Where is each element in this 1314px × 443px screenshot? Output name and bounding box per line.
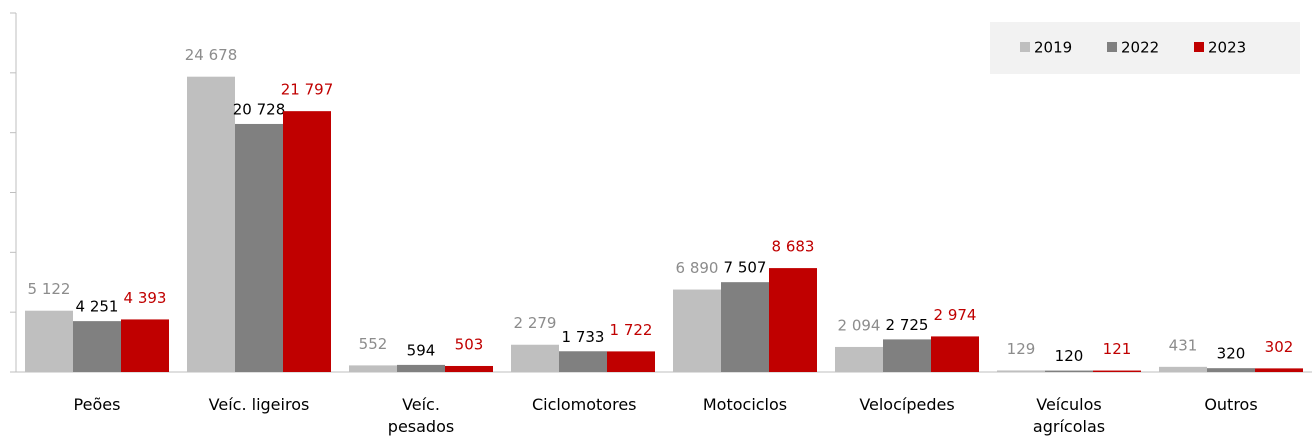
legend-swatch: [1194, 42, 1204, 52]
value-label: 552: [359, 335, 388, 353]
value-label: 2 725: [886, 316, 929, 334]
value-label: 24 678: [185, 46, 238, 64]
legend-label: 2022: [1121, 39, 1159, 57]
value-label: 121: [1103, 340, 1132, 358]
bar: [931, 336, 979, 372]
value-label: 8 683: [772, 238, 815, 256]
value-label: 1 722: [610, 321, 653, 339]
legend-label: 2019: [1034, 39, 1072, 57]
bar: [883, 339, 931, 372]
x-tick-label: Veículos agrícolas: [1032, 395, 1106, 436]
value-label: 20 728: [233, 100, 286, 118]
bar: [1045, 370, 1093, 372]
x-tick-label-box: Ciclomotores: [532, 395, 637, 414]
x-tick-label: Peões: [73, 395, 121, 414]
value-label: 5 122: [28, 280, 71, 298]
value-label: 4 393: [124, 289, 167, 307]
x-tick-label: Ciclomotores: [532, 395, 637, 414]
x-tick-label: Velocípedes: [859, 395, 955, 414]
value-label: 594: [407, 341, 436, 359]
value-label: 2 094: [838, 316, 881, 334]
bar: [997, 370, 1045, 372]
legend-swatch: [1020, 42, 1030, 52]
value-label: 320: [1217, 345, 1246, 363]
x-tick-label-box: Veículos agrícolas: [1032, 395, 1106, 436]
bar: [1159, 366, 1207, 372]
x-tick-label-box: Peões: [73, 395, 121, 414]
x-tick-label-box: Velocípedes: [859, 395, 955, 414]
bar: [73, 321, 121, 372]
bar: [283, 111, 331, 372]
x-tick-label: Veíc. ligeiros: [208, 395, 310, 414]
bar: [607, 351, 655, 372]
bar: [397, 364, 445, 372]
bar: [25, 310, 73, 372]
bar: [769, 268, 817, 372]
bar: [1207, 368, 1255, 372]
value-label: 431: [1169, 336, 1198, 354]
bar: [445, 365, 493, 372]
value-label: 7 507: [724, 259, 767, 277]
bar: [835, 346, 883, 372]
value-label: 4 251: [76, 298, 119, 316]
value-label: 302: [1265, 338, 1294, 356]
bar: [349, 365, 397, 372]
bar: [1093, 370, 1141, 372]
bar: [673, 289, 721, 372]
x-tick-label: Veíc. pesados: [387, 395, 455, 436]
value-label: 6 890: [676, 259, 719, 277]
legend-label: 2023: [1208, 39, 1246, 57]
bar: [187, 76, 235, 373]
value-label: 21 797: [281, 81, 334, 99]
bar: [511, 344, 559, 372]
bar: [235, 123, 283, 373]
value-label: 503: [455, 335, 484, 353]
value-label: 129: [1007, 340, 1036, 358]
legend-swatch: [1107, 42, 1117, 52]
x-tick-label-box: Veíc. ligeiros: [208, 395, 310, 414]
x-tick-label-box: Motociclos: [702, 395, 788, 414]
bar: [721, 282, 769, 372]
x-tick-label-box: Outros: [1204, 395, 1258, 414]
x-tick-label: Motociclos: [702, 395, 788, 414]
bar: [559, 351, 607, 372]
x-tick-label: Outros: [1204, 395, 1258, 414]
value-label: 2 279: [514, 314, 557, 332]
legend-box: [990, 22, 1300, 74]
x-tick-label-box: Veíc. pesados: [387, 395, 455, 436]
value-label: 120: [1055, 347, 1084, 365]
value-label: 1 733: [562, 328, 605, 346]
bar: [1255, 368, 1303, 372]
value-label: 2 974: [934, 306, 977, 324]
bar: [121, 319, 169, 372]
